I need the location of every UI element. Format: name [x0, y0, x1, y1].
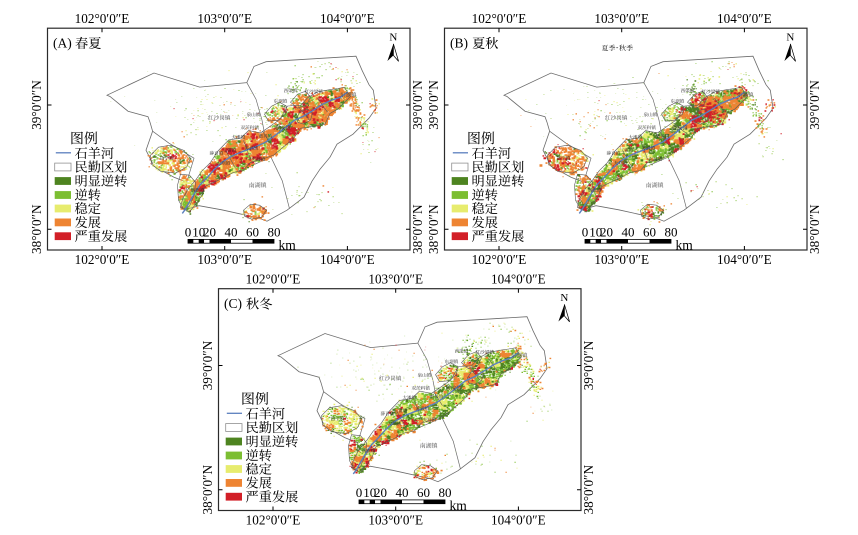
svg-text:60: 60 — [417, 485, 430, 500]
svg-text:0: 0 — [185, 225, 192, 240]
svg-text:104°0′0″E: 104°0′0″E — [320, 252, 375, 267]
svg-text:10: 10 — [589, 225, 602, 240]
svg-text:38°0′0″N: 38°0′0″N — [410, 204, 425, 254]
svg-text:104°0′0″E: 104°0′0″E — [717, 252, 772, 267]
svg-text:20: 20 — [203, 225, 216, 240]
svg-text:103°0′0″E: 103°0′0″E — [197, 11, 252, 26]
svg-text:(A): (A) — [53, 36, 72, 51]
svg-text:104°0′0″E: 104°0′0″E — [320, 11, 375, 26]
svg-text:80: 80 — [268, 225, 281, 240]
svg-text:km: km — [450, 498, 468, 513]
svg-text:102°0′0″E: 102°0′0″E — [75, 11, 130, 26]
svg-text:km: km — [279, 238, 297, 253]
svg-text:40: 40 — [225, 225, 238, 240]
svg-text:N: N — [389, 32, 397, 44]
svg-text:39°0′0″N: 39°0′0″N — [807, 80, 822, 130]
svg-text:104°0′0″E: 104°0′0″E — [491, 513, 546, 528]
svg-text:N: N — [560, 292, 568, 304]
svg-text:0: 0 — [582, 225, 589, 240]
svg-text:104°0′0″E: 104°0′0″E — [491, 272, 546, 287]
svg-text:0: 0 — [356, 485, 363, 500]
svg-text:39°0′0″N: 39°0′0″N — [410, 80, 425, 130]
svg-text:102°0′0″E: 102°0′0″E — [246, 272, 301, 287]
svg-text:20: 20 — [600, 225, 613, 240]
svg-text:39°0′0″N: 39°0′0″N — [29, 80, 44, 130]
svg-text:(C): (C) — [224, 296, 242, 311]
svg-text:102°0′0″E: 102°0′0″E — [246, 513, 301, 528]
svg-text:39°0′0″N: 39°0′0″N — [200, 340, 215, 390]
svg-text:103°0′0″E: 103°0′0″E — [594, 11, 649, 26]
svg-text:-: - — [616, 44, 619, 52]
svg-text:km: km — [676, 238, 694, 253]
svg-text:10: 10 — [192, 225, 205, 240]
svg-text:60: 60 — [643, 225, 656, 240]
svg-text:38°0′0″N: 38°0′0″N — [426, 204, 441, 254]
svg-text:(B): (B) — [450, 36, 468, 51]
svg-text:38°0′0″N: 38°0′0″N — [29, 204, 44, 254]
svg-text:102°0′0″E: 102°0′0″E — [472, 11, 527, 26]
svg-text:38°0′0″N: 38°0′0″N — [200, 464, 215, 514]
svg-text:39°0′0″N: 39°0′0″N — [426, 80, 441, 130]
svg-text:N: N — [786, 32, 794, 44]
svg-text:103°0′0″E: 103°0′0″E — [368, 272, 423, 287]
svg-text:40: 40 — [622, 225, 635, 240]
svg-text:20: 20 — [374, 485, 387, 500]
svg-text:80: 80 — [439, 485, 452, 500]
svg-text:60: 60 — [246, 225, 259, 240]
svg-text:38°0′0″N: 38°0′0″N — [807, 204, 822, 254]
svg-text:103°0′0″E: 103°0′0″E — [594, 252, 649, 267]
svg-text:104°0′0″E: 104°0′0″E — [717, 11, 772, 26]
svg-text:80: 80 — [665, 225, 678, 240]
svg-text:102°0′0″E: 102°0′0″E — [472, 252, 527, 267]
svg-text:103°0′0″E: 103°0′0″E — [368, 513, 423, 528]
svg-text:102°0′0″E: 102°0′0″E — [75, 252, 130, 267]
svg-text:38°0′0″N: 38°0′0″N — [581, 464, 596, 514]
svg-text:103°0′0″E: 103°0′0″E — [197, 252, 252, 267]
svg-text:39°0′0″N: 39°0′0″N — [581, 340, 596, 390]
svg-text:40: 40 — [396, 485, 409, 500]
svg-text:10: 10 — [363, 485, 376, 500]
